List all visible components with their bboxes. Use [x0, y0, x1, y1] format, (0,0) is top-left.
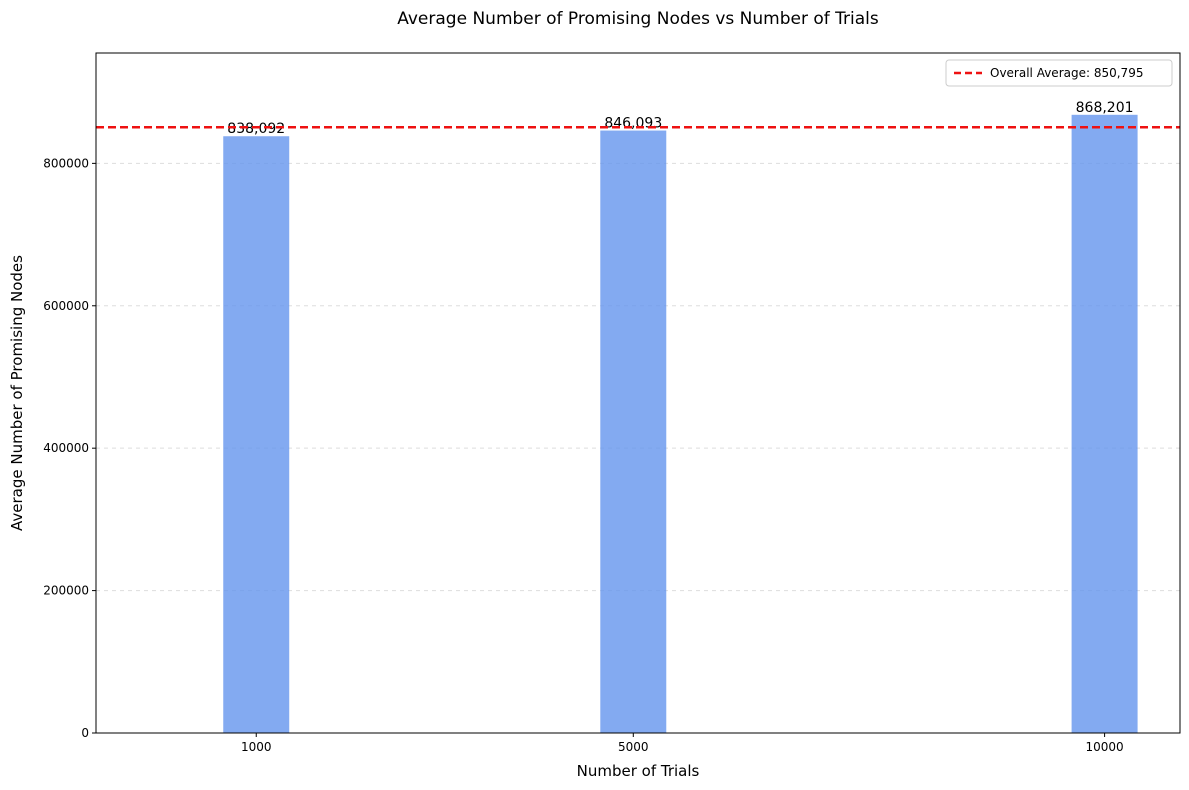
bar-10000 [1071, 114, 1138, 734]
chart-title: Average Number of Promising Nodes vs Num… [397, 9, 879, 29]
bar-data-label: 868,201 [1076, 100, 1134, 116]
bar-1000 [223, 136, 290, 733]
bars [223, 114, 1138, 734]
y-axis-ticks: 0 200000 400000 600000 800000 [43, 156, 96, 740]
y-tick-label: 0 [81, 726, 89, 740]
bar-data-label: 846,093 [604, 116, 662, 132]
bar-data-labels: 838,092 846,093 868,201 [227, 100, 1133, 137]
y-tick-label: 600000 [43, 299, 89, 313]
y-axis-label: Average Number of Promising Nodes [8, 255, 26, 531]
x-tick-label: 1000 [241, 740, 272, 754]
y-tick-label: 800000 [43, 156, 89, 170]
y-tick-label: 200000 [43, 584, 89, 598]
x-tick-label: 5000 [618, 740, 649, 754]
x-tick-label: 10000 [1085, 740, 1123, 754]
x-axis-ticks: 1000 5000 10000 [241, 733, 1124, 754]
bar-data-label: 838,092 [227, 121, 285, 137]
plot-frame [95, 52, 1181, 734]
legend: Overall Average: 850,795 [945, 59, 1173, 87]
legend-box [945, 59, 1173, 87]
legend-entry-overall-average: Overall Average: 850,795 [990, 66, 1143, 80]
bar-5000 [600, 130, 667, 734]
y-tick-label: 400000 [43, 441, 89, 455]
x-axis-label: Number of Trials [577, 762, 700, 780]
